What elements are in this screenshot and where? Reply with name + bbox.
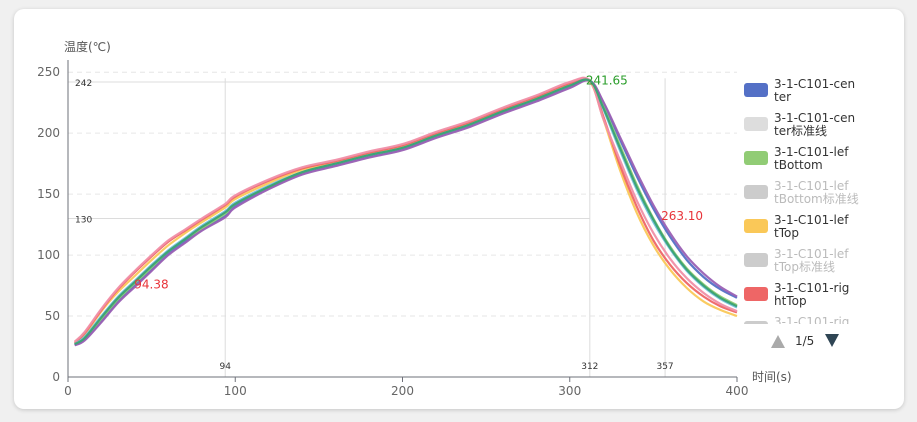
x-axis-label: 时间(s) (752, 370, 792, 384)
y-axis-label: 温度(℃) (64, 39, 111, 54)
y-tick-label: 100 (37, 248, 60, 262)
y-tick-label: 150 (37, 187, 60, 201)
legend-label-line2[interactable]: ter (774, 90, 791, 104)
series-line (73, 76, 738, 343)
legend-label-line1[interactable]: 3-1-C101-cen (774, 111, 855, 125)
y-tick-label: 200 (37, 126, 60, 140)
reference-lines: 242 130 94 312 357 (68, 78, 674, 377)
legend-swatch[interactable] (744, 253, 768, 267)
y-tick-label: 250 (37, 65, 60, 79)
legend-swatch[interactable] (744, 321, 768, 335)
ref-line-v-label: 94 (219, 362, 231, 372)
legend-swatch[interactable] (744, 287, 768, 301)
y-tick-label: 50 (45, 309, 60, 323)
series-line (74, 78, 738, 346)
axes: 0 50 100 150 200 250 0 100 200 300 400 (37, 60, 748, 398)
grid-lines (68, 71, 737, 317)
x-tick-label: 200 (391, 384, 414, 398)
legend-label-line1[interactable]: 3-1-C101-cen (774, 77, 855, 91)
ref-line-h-label: 242 (75, 79, 92, 89)
legend-label-line1[interactable]: 3-1-C101-lef (774, 179, 849, 193)
ref-line-v-label: 312 (581, 362, 598, 372)
legend-label-line1[interactable]: 3-1-C101-lef (774, 145, 849, 159)
series-line (74, 78, 738, 346)
legend-next-button[interactable] (825, 334, 839, 347)
x-tick-label: 400 (726, 384, 749, 398)
legend-label-line2[interactable]: ter标准线 (774, 124, 827, 138)
x-tick-label: 0 (64, 384, 72, 398)
series-lines (73, 76, 738, 347)
ref-line-v-label: 357 (656, 362, 673, 372)
annotation-label: 241.65 (586, 74, 628, 88)
series-line (73, 78, 738, 344)
legend-label-line2[interactable]: tBottom (774, 158, 823, 172)
legend-page-indicator: 1/5 (795, 334, 814, 348)
legend-label-line2[interactable]: htTop (774, 294, 807, 308)
legend-swatch[interactable] (744, 185, 768, 199)
legend-swatch[interactable] (744, 83, 768, 97)
legend-label-line1[interactable]: 3-1-C101-lef (774, 247, 849, 261)
legend-swatch[interactable] (744, 117, 768, 131)
legend-swatch[interactable] (744, 219, 768, 233)
annotation-label: 263.10 (661, 209, 703, 223)
legend-label-line2[interactable]: tBottom标准线 (774, 192, 859, 206)
legend-label-line1[interactable]: 3-1-C101-rig (774, 315, 849, 329)
ref-line-h-label: 130 (75, 216, 92, 226)
y-tick-label: 0 (52, 370, 60, 384)
legend-pager: 1/5 (771, 334, 839, 348)
x-tick-label: 100 (224, 384, 247, 398)
series-line (74, 78, 738, 346)
series-line (73, 77, 738, 344)
legend: 3-1-C101-center3-1-C101-center标准线3-1-C10… (744, 77, 859, 335)
chart-card (14, 9, 904, 409)
legend-label-line2[interactable]: tTop标准线 (774, 260, 835, 274)
legend-label-line1[interactable]: 3-1-C101-lef (774, 213, 849, 227)
annotations: 241.65 94.38 263.10 (134, 74, 703, 292)
legend-prev-button[interactable] (771, 335, 785, 348)
legend-swatch[interactable] (744, 151, 768, 165)
series-line (74, 79, 738, 347)
legend-label-line2[interactable]: tTop (774, 226, 799, 240)
x-tick-label: 300 (558, 384, 581, 398)
annotation-label: 94.38 (134, 277, 168, 291)
legend-label-line1[interactable]: 3-1-C101-rig (774, 281, 849, 295)
